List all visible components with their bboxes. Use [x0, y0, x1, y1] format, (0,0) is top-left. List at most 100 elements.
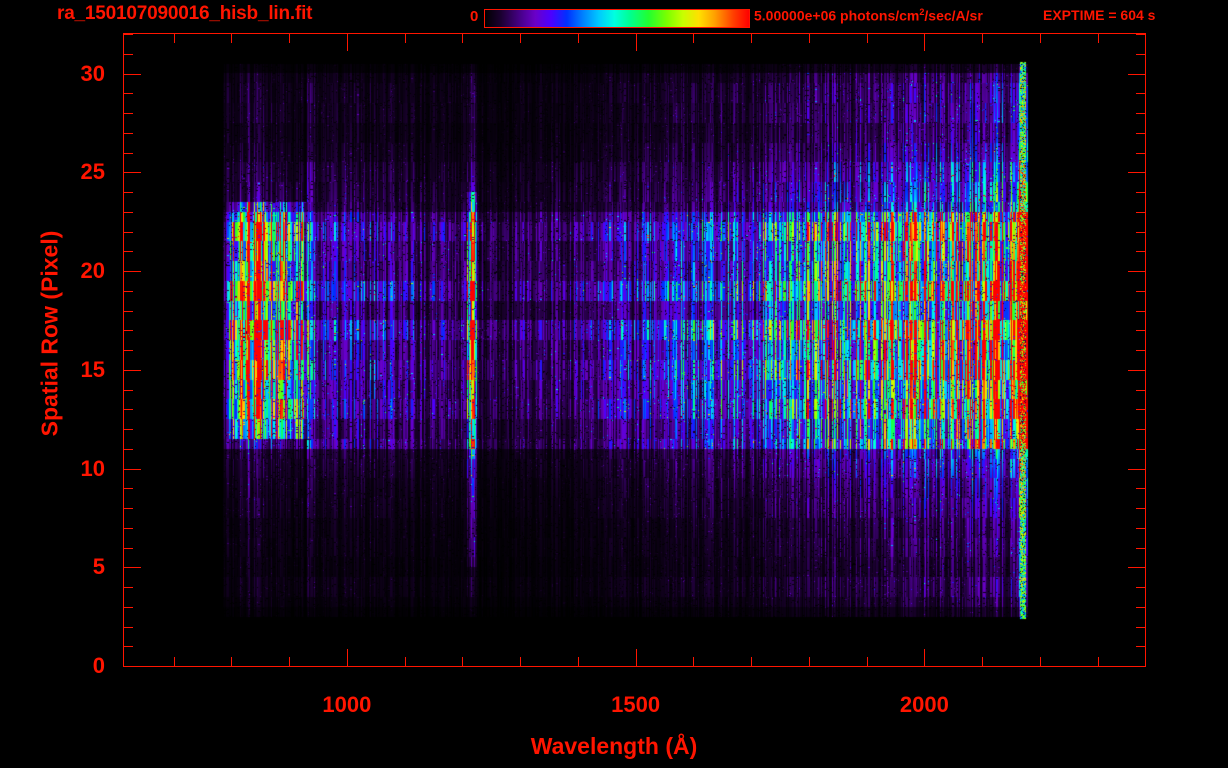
- y-minor-tick-right: [1136, 548, 1145, 549]
- x-major-tick: [636, 649, 637, 666]
- x-minor-tick-top: [174, 34, 175, 43]
- y-minor-tick: [124, 330, 133, 331]
- y-tick-label: 15: [80, 356, 105, 382]
- y-minor-tick-right: [1136, 587, 1145, 588]
- x-minor-tick: [289, 657, 290, 666]
- y-minor-tick: [124, 133, 133, 134]
- y-minor-tick: [124, 409, 133, 410]
- y-minor-tick-right: [1136, 311, 1145, 312]
- x-minor-tick-top: [462, 34, 463, 43]
- y-major-tick-right: [1128, 74, 1145, 75]
- y-major-tick: [124, 370, 141, 371]
- y-minor-tick-right: [1136, 528, 1145, 529]
- x-minor-tick-top: [520, 34, 521, 43]
- x-axis-title: Wavelength (Å): [530, 733, 698, 759]
- x-minor-tick-top: [751, 34, 752, 43]
- y-minor-tick: [124, 627, 133, 628]
- x-minor-tick-top: [289, 34, 290, 43]
- y-minor-tick: [124, 587, 133, 588]
- y-major-tick-right: [1128, 271, 1145, 272]
- x-minor-tick-top: [578, 34, 579, 43]
- y-tick-label: 10: [80, 455, 105, 481]
- y-minor-tick-right: [1136, 607, 1145, 608]
- y-minor-tick-right: [1136, 212, 1145, 213]
- y-minor-tick: [124, 153, 133, 154]
- y-tick-label: 5: [92, 554, 105, 580]
- colorbar-min-label: 0: [470, 8, 479, 25]
- y-minor-tick-right: [1136, 133, 1145, 134]
- x-minor-tick: [520, 657, 521, 666]
- x-major-tick: [924, 649, 925, 666]
- x-minor-tick-top: [1040, 34, 1041, 43]
- y-minor-tick-right: [1136, 409, 1145, 410]
- y-minor-tick-right: [1136, 192, 1145, 193]
- colorbar-max-value: 5.00000e+06: [754, 7, 837, 24]
- x-minor-tick-top: [809, 34, 810, 43]
- x-minor-tick: [405, 657, 406, 666]
- x-minor-tick-top: [867, 34, 868, 43]
- y-minor-tick: [124, 93, 133, 94]
- y-minor-tick: [124, 390, 133, 391]
- x-minor-tick: [982, 657, 983, 666]
- y-tick-label: 0: [92, 653, 105, 678]
- y-minor-tick-right: [1136, 508, 1145, 509]
- y-major-tick: [124, 74, 141, 75]
- x-tick-label: 2000: [899, 692, 949, 717]
- colorbar-max-label: 5.00000e+06 photons/cm2/sec/A/sr: [754, 7, 983, 24]
- x-minor-tick-top: [1098, 34, 1099, 43]
- x-minor-tick: [231, 657, 232, 666]
- x-minor-tick-top: [231, 34, 232, 43]
- y-minor-tick-right: [1136, 449, 1145, 450]
- y-minor-tick-right: [1136, 350, 1145, 351]
- y-minor-tick-right: [1136, 627, 1145, 628]
- y-minor-tick: [124, 291, 133, 292]
- y-minor-tick: [124, 488, 133, 489]
- y-minor-tick: [124, 113, 133, 114]
- y-minor-tick: [124, 212, 133, 213]
- x-major-tick-top: [924, 34, 925, 51]
- colorbar: [484, 9, 750, 28]
- y-minor-tick: [124, 232, 133, 233]
- y-minor-tick-right: [1136, 488, 1145, 489]
- x-minor-tick: [751, 657, 752, 666]
- y-axis-title: Spatial Row (Pixel): [36, 230, 63, 437]
- y-minor-tick-right: [1136, 251, 1145, 252]
- y-major-tick-right: [1128, 172, 1145, 173]
- x-minor-tick-top: [982, 34, 983, 43]
- y-tick-label: 20: [80, 258, 105, 283]
- y-minor-tick: [124, 607, 133, 608]
- y-major-tick: [124, 469, 141, 470]
- y-minor-tick-right: [1136, 153, 1145, 154]
- spectrogram-image-area: [124, 34, 1145, 666]
- y-minor-tick-right: [1136, 232, 1145, 233]
- plot-frame: [123, 33, 1146, 667]
- x-tick-label: 1000: [322, 692, 372, 717]
- y-major-tick: [124, 666, 141, 667]
- x-minor-tick: [867, 657, 868, 666]
- y-minor-tick: [124, 429, 133, 430]
- x-minor-tick-top: [693, 34, 694, 43]
- y-major-tick-right: [1128, 567, 1145, 568]
- y-minor-tick-right: [1136, 113, 1145, 114]
- x-tick-label: 1500: [611, 692, 661, 717]
- y-major-tick: [124, 567, 141, 568]
- y-minor-tick: [124, 449, 133, 450]
- y-minor-tick: [124, 350, 133, 351]
- y-minor-tick: [124, 548, 133, 549]
- y-minor-tick: [124, 508, 133, 509]
- x-minor-tick: [462, 657, 463, 666]
- x-minor-tick: [1040, 657, 1041, 666]
- x-minor-tick: [809, 657, 810, 666]
- y-minor-tick-right: [1136, 330, 1145, 331]
- x-minor-tick-top: [405, 34, 406, 43]
- y-minor-tick-right: [1136, 390, 1145, 391]
- y-major-tick-right: [1128, 370, 1145, 371]
- y-minor-tick-right: [1136, 54, 1145, 55]
- y-minor-tick: [124, 251, 133, 252]
- x-major-tick-top: [347, 34, 348, 51]
- colorbar-units-exponent: 2: [919, 7, 925, 17]
- y-minor-tick-right: [1136, 429, 1145, 430]
- y-minor-tick: [124, 646, 133, 647]
- y-minor-tick: [124, 34, 133, 35]
- x-minor-tick: [1098, 657, 1099, 666]
